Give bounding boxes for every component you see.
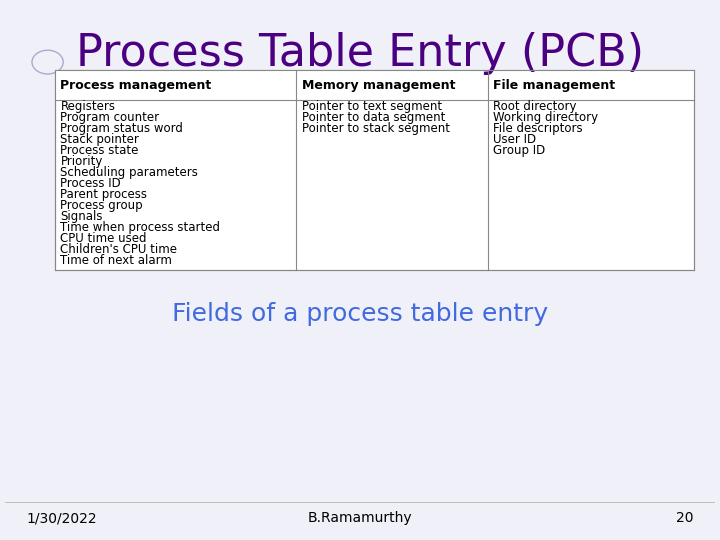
Text: Stack pointer: Stack pointer (60, 133, 139, 146)
Text: Program status word: Program status word (60, 122, 184, 135)
Text: Process state: Process state (60, 144, 139, 157)
Bar (55, 70, 693, 100)
Text: Registers: Registers (60, 100, 115, 113)
Text: Process management: Process management (60, 78, 212, 92)
Text: Signals: Signals (60, 210, 103, 222)
Bar (55, 70, 693, 270)
Text: B.Ramamurthy: B.Ramamurthy (307, 511, 413, 525)
Text: User ID: User ID (493, 133, 536, 146)
Text: Fields of a process table entry: Fields of a process table entry (172, 302, 548, 326)
Text: Process group: Process group (60, 199, 143, 212)
Text: Pointer to text segment: Pointer to text segment (302, 100, 442, 113)
Text: Time when process started: Time when process started (60, 221, 220, 234)
Text: Time of next alarm: Time of next alarm (60, 254, 172, 267)
Text: Root directory: Root directory (493, 100, 577, 113)
Text: Program counter: Program counter (60, 111, 160, 124)
Text: File management: File management (493, 78, 616, 92)
Text: CPU time used: CPU time used (60, 232, 147, 245)
Text: Pointer to data segment: Pointer to data segment (302, 111, 445, 124)
Text: Process Table Entry (PCB): Process Table Entry (PCB) (76, 32, 644, 76)
Text: 20: 20 (676, 511, 693, 525)
Text: Pointer to stack segment: Pointer to stack segment (302, 122, 450, 135)
Text: Process ID: Process ID (60, 177, 121, 190)
Text: Group ID: Group ID (493, 144, 546, 157)
Text: File descriptors: File descriptors (493, 122, 583, 135)
Text: Working directory: Working directory (493, 111, 598, 124)
Text: 1/30/2022: 1/30/2022 (27, 511, 97, 525)
Text: Scheduling parameters: Scheduling parameters (60, 166, 198, 179)
Text: Parent process: Parent process (60, 188, 148, 201)
Text: Memory management: Memory management (302, 78, 455, 92)
Text: Children's CPU time: Children's CPU time (60, 242, 177, 255)
Text: Priority: Priority (60, 155, 103, 168)
